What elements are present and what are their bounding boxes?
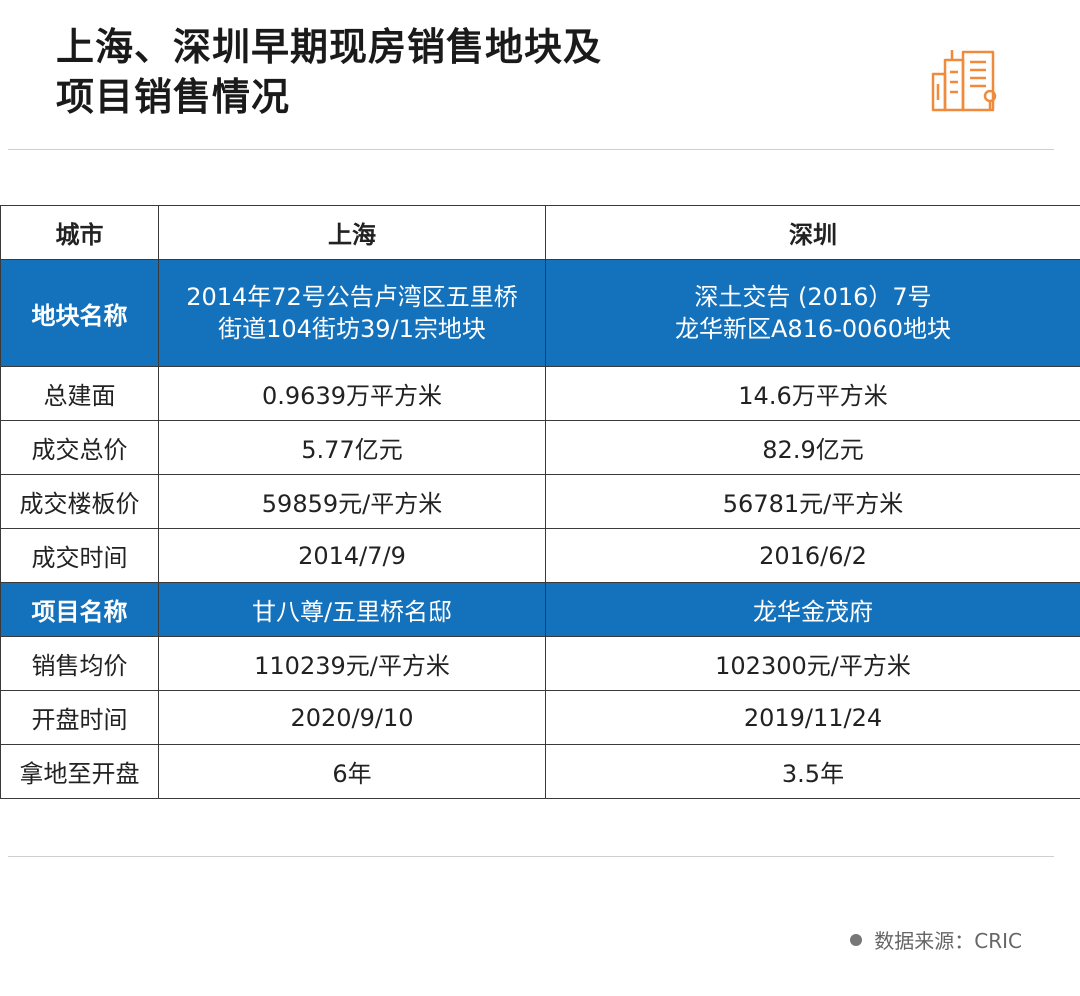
bullet-dot-icon [850,933,863,946]
header-shanghai: 上海 [158,205,546,260]
row-label: 成交楼板价 [0,474,159,529]
cell-shenzhen: 龙华金茂府 [545,582,1080,637]
cell-shanghai: 2014年72号公告卢湾区五里桥 街道104街坊39/1宗地块 [158,259,546,367]
sales-comparison-table: 城市 上海 深圳 地块名称 2014年72号公告卢湾区五里桥 街道104街坊39/1… [0,205,1080,799]
row-label: 成交总价 [0,420,159,475]
title-line-1: 上海、深圳早期现房销售地块及 [56,25,603,69]
cell-shenzhen: 14.6万平方米 [545,366,1080,421]
cell-line: 街道104街坊39/1宗地块 [218,315,486,343]
table-row: 成交时间 2014/7/9 2016/6/2 [0,528,1080,583]
row-label: 项目名称 [0,582,159,637]
table-header-row: 城市 上海 深圳 [0,205,1080,260]
cell-shenzhen: 102300元/平方米 [545,636,1080,691]
cell-shanghai: 59859元/平方米 [158,474,546,529]
title-line-2: 项目销售情况 [56,75,291,119]
top-divider [8,149,1054,150]
cell-shenzhen: 深土交告 (2016）7号 龙华新区A816-0060地块 [545,259,1080,367]
table-row: 项目名称 甘八尊/五里桥名邸 龙华金茂府 [0,582,1080,637]
table-row: 拿地至开盘 6年 3.5年 [0,744,1080,799]
row-label: 拿地至开盘 [0,744,159,799]
header-shenzhen: 深圳 [545,205,1080,260]
cell-shanghai: 甘八尊/五里桥名邸 [158,582,546,637]
header-city: 城市 [0,205,159,260]
table-row: 地块名称 2014年72号公告卢湾区五里桥 街道104街坊39/1宗地块 深土交告 (… [0,259,1080,367]
table-row: 总建面 0.9639万平方米 14.6万平方米 [0,366,1080,421]
cell-shenzhen: 56781元/平方米 [545,474,1080,529]
row-label: 销售均价 [0,636,159,691]
page-title: 上海、深圳早期现房销售地块及 项目销售情况 [56,22,602,122]
cell-shanghai: 0.9639万平方米 [158,366,546,421]
data-source-text: 数据来源：CRIC [874,929,1022,953]
cell-shenzhen: 82.9亿元 [545,420,1080,475]
cell-line: 龙华新区A816-0060地块 [675,315,951,343]
cell-shanghai: 2014/7/9 [158,528,546,583]
cell-shenzhen: 3.5年 [545,744,1080,799]
table-row: 成交总价 5.77亿元 82.9亿元 [0,420,1080,475]
table-row: 开盘时间 2020/9/10 2019/11/24 [0,690,1080,745]
cell-line: 深土交告 (2016）7号 [694,283,932,311]
cell-line: 2014年72号公告卢湾区五里桥 [186,283,518,311]
cell-shanghai: 2020/9/10 [158,690,546,745]
table-row: 销售均价 110239元/平方米 102300元/平方米 [0,636,1080,691]
cell-shenzhen: 2019/11/24 [545,690,1080,745]
table-row: 成交楼板价 59859元/平方米 56781元/平方米 [0,474,1080,529]
row-label: 成交时间 [0,528,159,583]
data-source: 数据来源：CRIC [850,925,1022,954]
cell-shanghai: 110239元/平方米 [158,636,546,691]
buildings-icon [931,50,997,112]
cell-shanghai: 5.77亿元 [158,420,546,475]
row-label: 开盘时间 [0,690,159,745]
cell-shenzhen: 2016/6/2 [545,528,1080,583]
row-label: 总建面 [0,366,159,421]
bottom-divider [8,856,1054,857]
cell-shanghai: 6年 [158,744,546,799]
row-label: 地块名称 [0,259,159,367]
